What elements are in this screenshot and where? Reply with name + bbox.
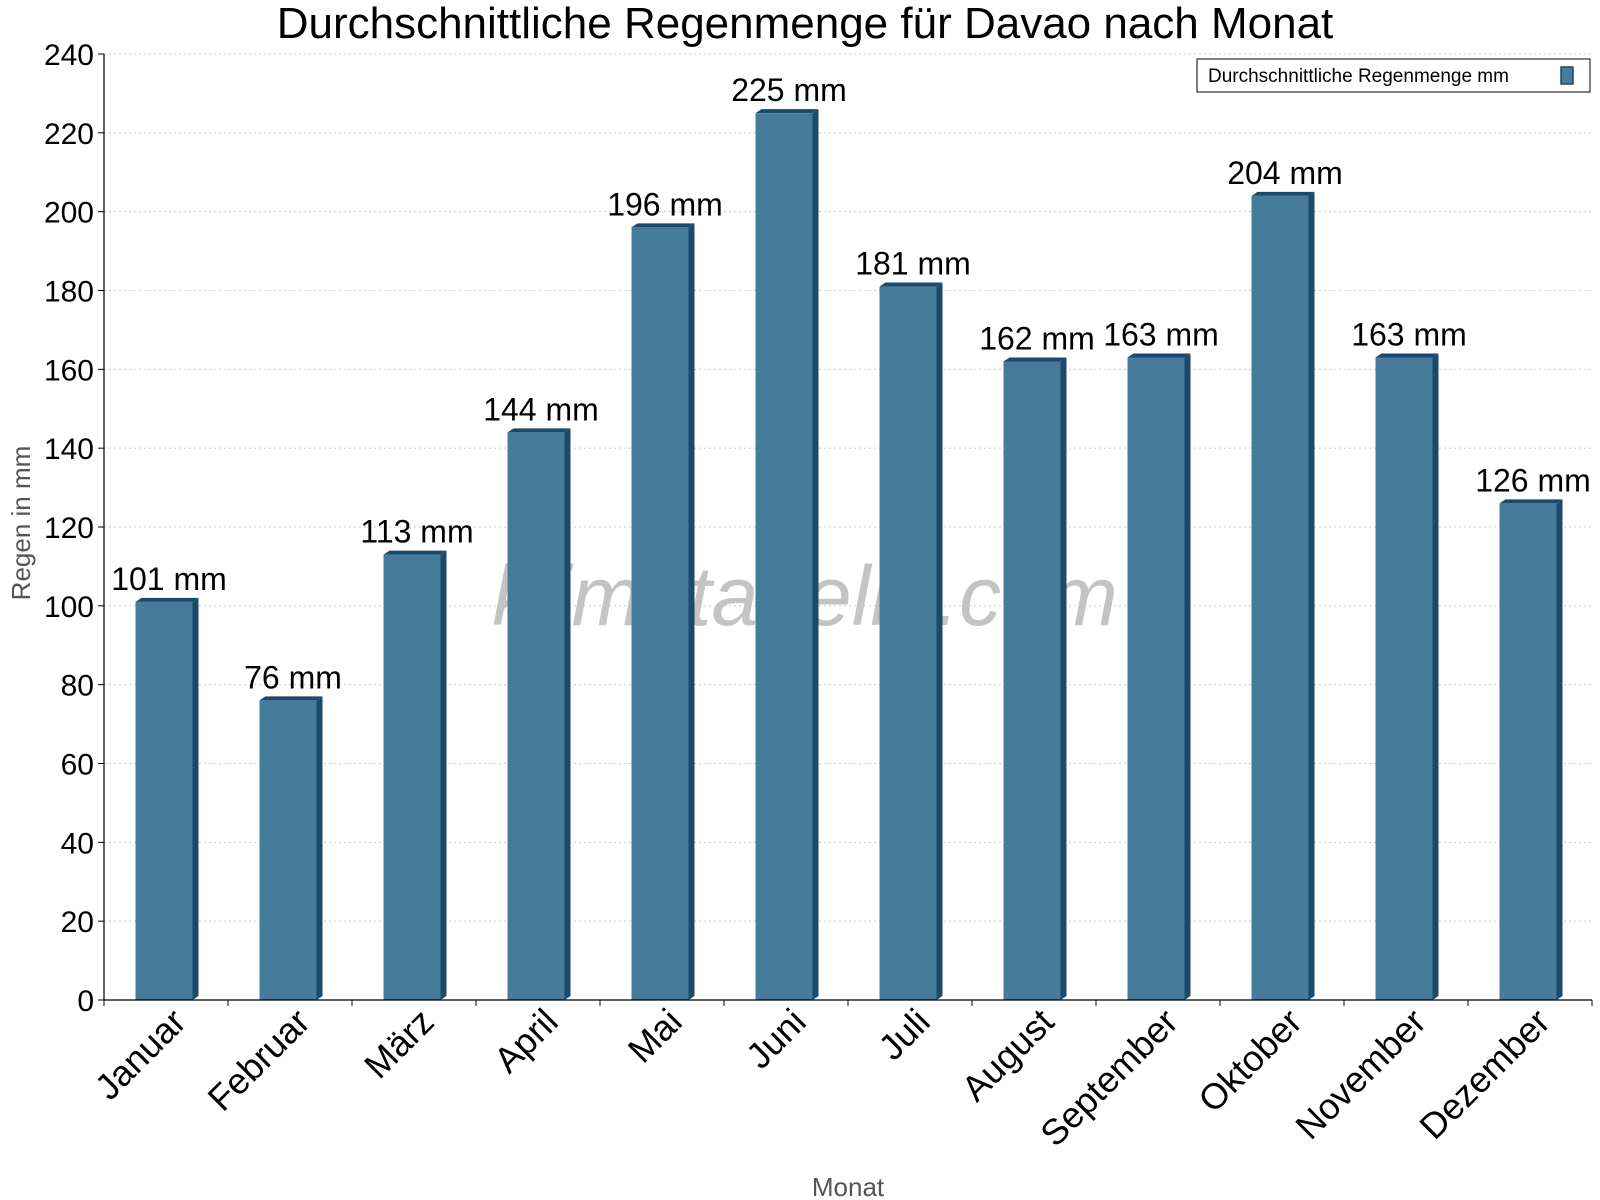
bar-side	[1432, 353, 1439, 1001]
bar	[631, 227, 689, 1000]
bar	[879, 286, 937, 1000]
bar-side	[936, 282, 943, 1000]
data-label: 181 mm	[855, 246, 971, 282]
bar-side	[1184, 353, 1191, 1001]
bar	[135, 601, 193, 1000]
bar-top	[1003, 357, 1067, 362]
bar	[1003, 361, 1061, 1000]
y-tick-label: 100	[44, 591, 94, 624]
bar	[383, 554, 441, 1000]
legend-box	[1196, 58, 1591, 93]
data-label: 204 mm	[1227, 155, 1343, 191]
x-tick-label: August	[953, 1001, 1061, 1109]
bar	[1127, 357, 1185, 1001]
y-tick-label: 240	[44, 39, 94, 72]
bar	[755, 113, 813, 1000]
x-tick-label: April	[486, 1001, 566, 1081]
bar-side	[564, 428, 571, 1000]
bar-top	[1499, 499, 1563, 504]
x-axis-label: Monat	[812, 1172, 885, 1200]
data-label: 163 mm	[1103, 317, 1219, 353]
bar-side	[688, 223, 695, 1000]
chart-title: Durchschnittliche Regenmenge für Davao n…	[277, 0, 1334, 48]
bar-side	[1308, 191, 1315, 1000]
bar-side	[192, 597, 199, 1000]
bar-top	[631, 223, 695, 228]
x-tick-label: Mai	[620, 1001, 690, 1071]
x-tick-label: Juni	[738, 1001, 814, 1077]
data-label: 225 mm	[731, 72, 847, 108]
data-label: 196 mm	[607, 186, 723, 222]
data-label: 162 mm	[979, 320, 1095, 356]
data-label: 144 mm	[483, 391, 599, 427]
bar-top	[1127, 353, 1191, 358]
bar-top	[1251, 191, 1315, 196]
bar-top	[879, 282, 943, 287]
data-label: 101 mm	[111, 561, 227, 597]
bar-side	[1060, 357, 1067, 1000]
data-label: 163 mm	[1351, 317, 1467, 353]
y-tick-label: 120	[44, 512, 94, 545]
y-tick-label: 180	[44, 276, 94, 309]
y-tick-label: 20	[61, 906, 94, 939]
bar	[259, 700, 317, 1000]
x-tick-label: Dezember	[1411, 1001, 1557, 1147]
data-label: 76 mm	[244, 659, 342, 695]
bar-side	[812, 109, 819, 1000]
bar	[1375, 357, 1433, 1001]
bar-side	[1556, 499, 1563, 1000]
y-tick-label: 140	[44, 433, 94, 466]
y-tick-label: 200	[44, 197, 94, 230]
bar-top	[755, 109, 819, 114]
bars: 101 mm 76 mm 113 mm 144 mm 196 mm 225 mm 181 m…	[111, 72, 1591, 1001]
y-tick-label: 0	[77, 985, 94, 1018]
x-tick-label: November	[1287, 1001, 1433, 1147]
legend: Durchschnittliche Regenmenge mm	[1196, 58, 1591, 93]
legend-swatch	[1560, 66, 1574, 85]
x-tick-label: Oktober	[1190, 1001, 1310, 1121]
bar	[1251, 195, 1309, 1000]
bar-top	[135, 597, 199, 602]
bar-side	[316, 696, 323, 1000]
legend-label: Durchschnittliche Regenmenge mm	[1208, 66, 1509, 87]
bar-top	[383, 550, 447, 555]
bar-top	[507, 428, 571, 433]
x-tick-label: März	[356, 1001, 442, 1087]
bar	[507, 432, 565, 1000]
y-tick-label: 40	[61, 827, 94, 860]
y-tick-label: 160	[44, 354, 94, 387]
x-tick-label: Februar	[200, 1001, 318, 1119]
grid-lines	[104, 53, 1592, 922]
y-tick-label: 80	[61, 670, 94, 703]
bar-top	[259, 696, 323, 701]
y-axis-label: Regen in mm	[6, 446, 36, 601]
y-tick-label: 220	[44, 118, 94, 151]
y-tick-label: 60	[61, 749, 94, 782]
x-tick-label: Januar	[87, 1001, 194, 1108]
bar	[1499, 503, 1557, 1000]
data-label: 126 mm	[1475, 462, 1591, 498]
bar-side	[440, 550, 447, 1000]
data-label: 113 mm	[360, 514, 473, 550]
x-tick-label: Juli	[870, 1001, 937, 1068]
bar-top	[1375, 353, 1439, 358]
